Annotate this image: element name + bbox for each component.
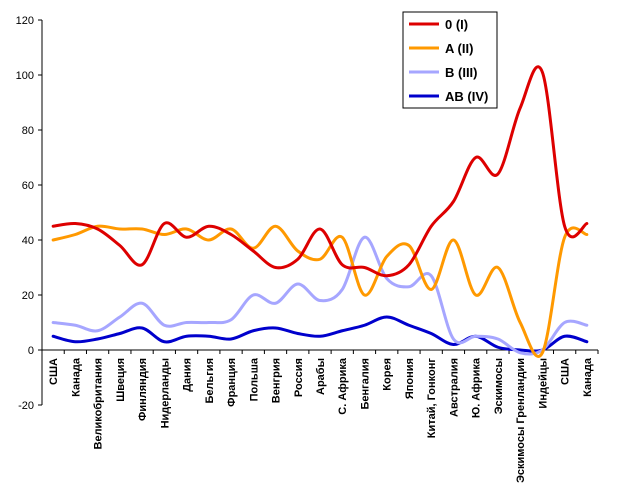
x-category-label: США (48, 358, 60, 385)
y-tick-label: 0 (28, 345, 34, 357)
axes: -20 0 20 40 60 80 100 120 США Канада Великобритани… (16, 15, 599, 483)
y-tick-label: 40 (22, 235, 34, 247)
x-category-label: Дания (182, 358, 194, 392)
y-tick-label: -20 (18, 400, 34, 412)
x-category-label: Нидерланды (159, 358, 171, 428)
y-tick-label: 20 (22, 290, 34, 302)
x-category-label: Корея (382, 358, 394, 391)
x-category-label: Швеция (115, 358, 127, 402)
x-category-label: Эскимосы (493, 358, 505, 414)
legend-label: B (III) (445, 65, 478, 80)
x-category-label: С. Африка (337, 357, 349, 415)
x-category-label: Арабы (315, 358, 327, 395)
legend-label: A (II) (445, 41, 473, 56)
y-tick-label: 60 (22, 180, 34, 192)
legend-box (402, 11, 498, 109)
x-category-label: Финляндия (137, 358, 149, 421)
x-category-label: Япония (404, 358, 416, 399)
legend: 0 (I) A (II) B (III) AB (IV) (402, 11, 498, 109)
x-category-label: Канада (582, 357, 594, 397)
y-tick-label: 80 (22, 125, 34, 137)
x-category-label: Венгрия (271, 358, 283, 403)
x-category-label: Россия (293, 358, 305, 397)
x-category-label: Бенгалия (359, 358, 371, 410)
legend-label: 0 (I) (445, 17, 468, 32)
x-category-label: Польша (248, 357, 260, 401)
x-category-label: Индейцы (537, 358, 549, 409)
y-tick-label: 120 (16, 15, 34, 27)
series-b-iii-line (51, 235, 589, 356)
y-tick-label: 100 (16, 70, 34, 82)
series-lines (51, 65, 589, 358)
series-a-ii-line (51, 224, 589, 358)
x-category-label: США (560, 358, 572, 385)
x-category-label: Ю. Африка (471, 357, 483, 418)
x-category-label: Канада (70, 357, 82, 397)
legend-label: AB (IV) (445, 89, 488, 104)
x-category-label: Эскимосы Гренландии (515, 358, 527, 483)
x-category-label: Австралия (448, 358, 460, 417)
x-category-label: Китай, Гонконг (426, 358, 438, 439)
series-ab-iv-line (51, 315, 589, 353)
x-category-label: Великобритания (93, 358, 105, 450)
x-category-label: Франция (226, 358, 238, 407)
series-0-i-line (51, 65, 589, 278)
x-category-label: Бельгия (204, 358, 216, 404)
